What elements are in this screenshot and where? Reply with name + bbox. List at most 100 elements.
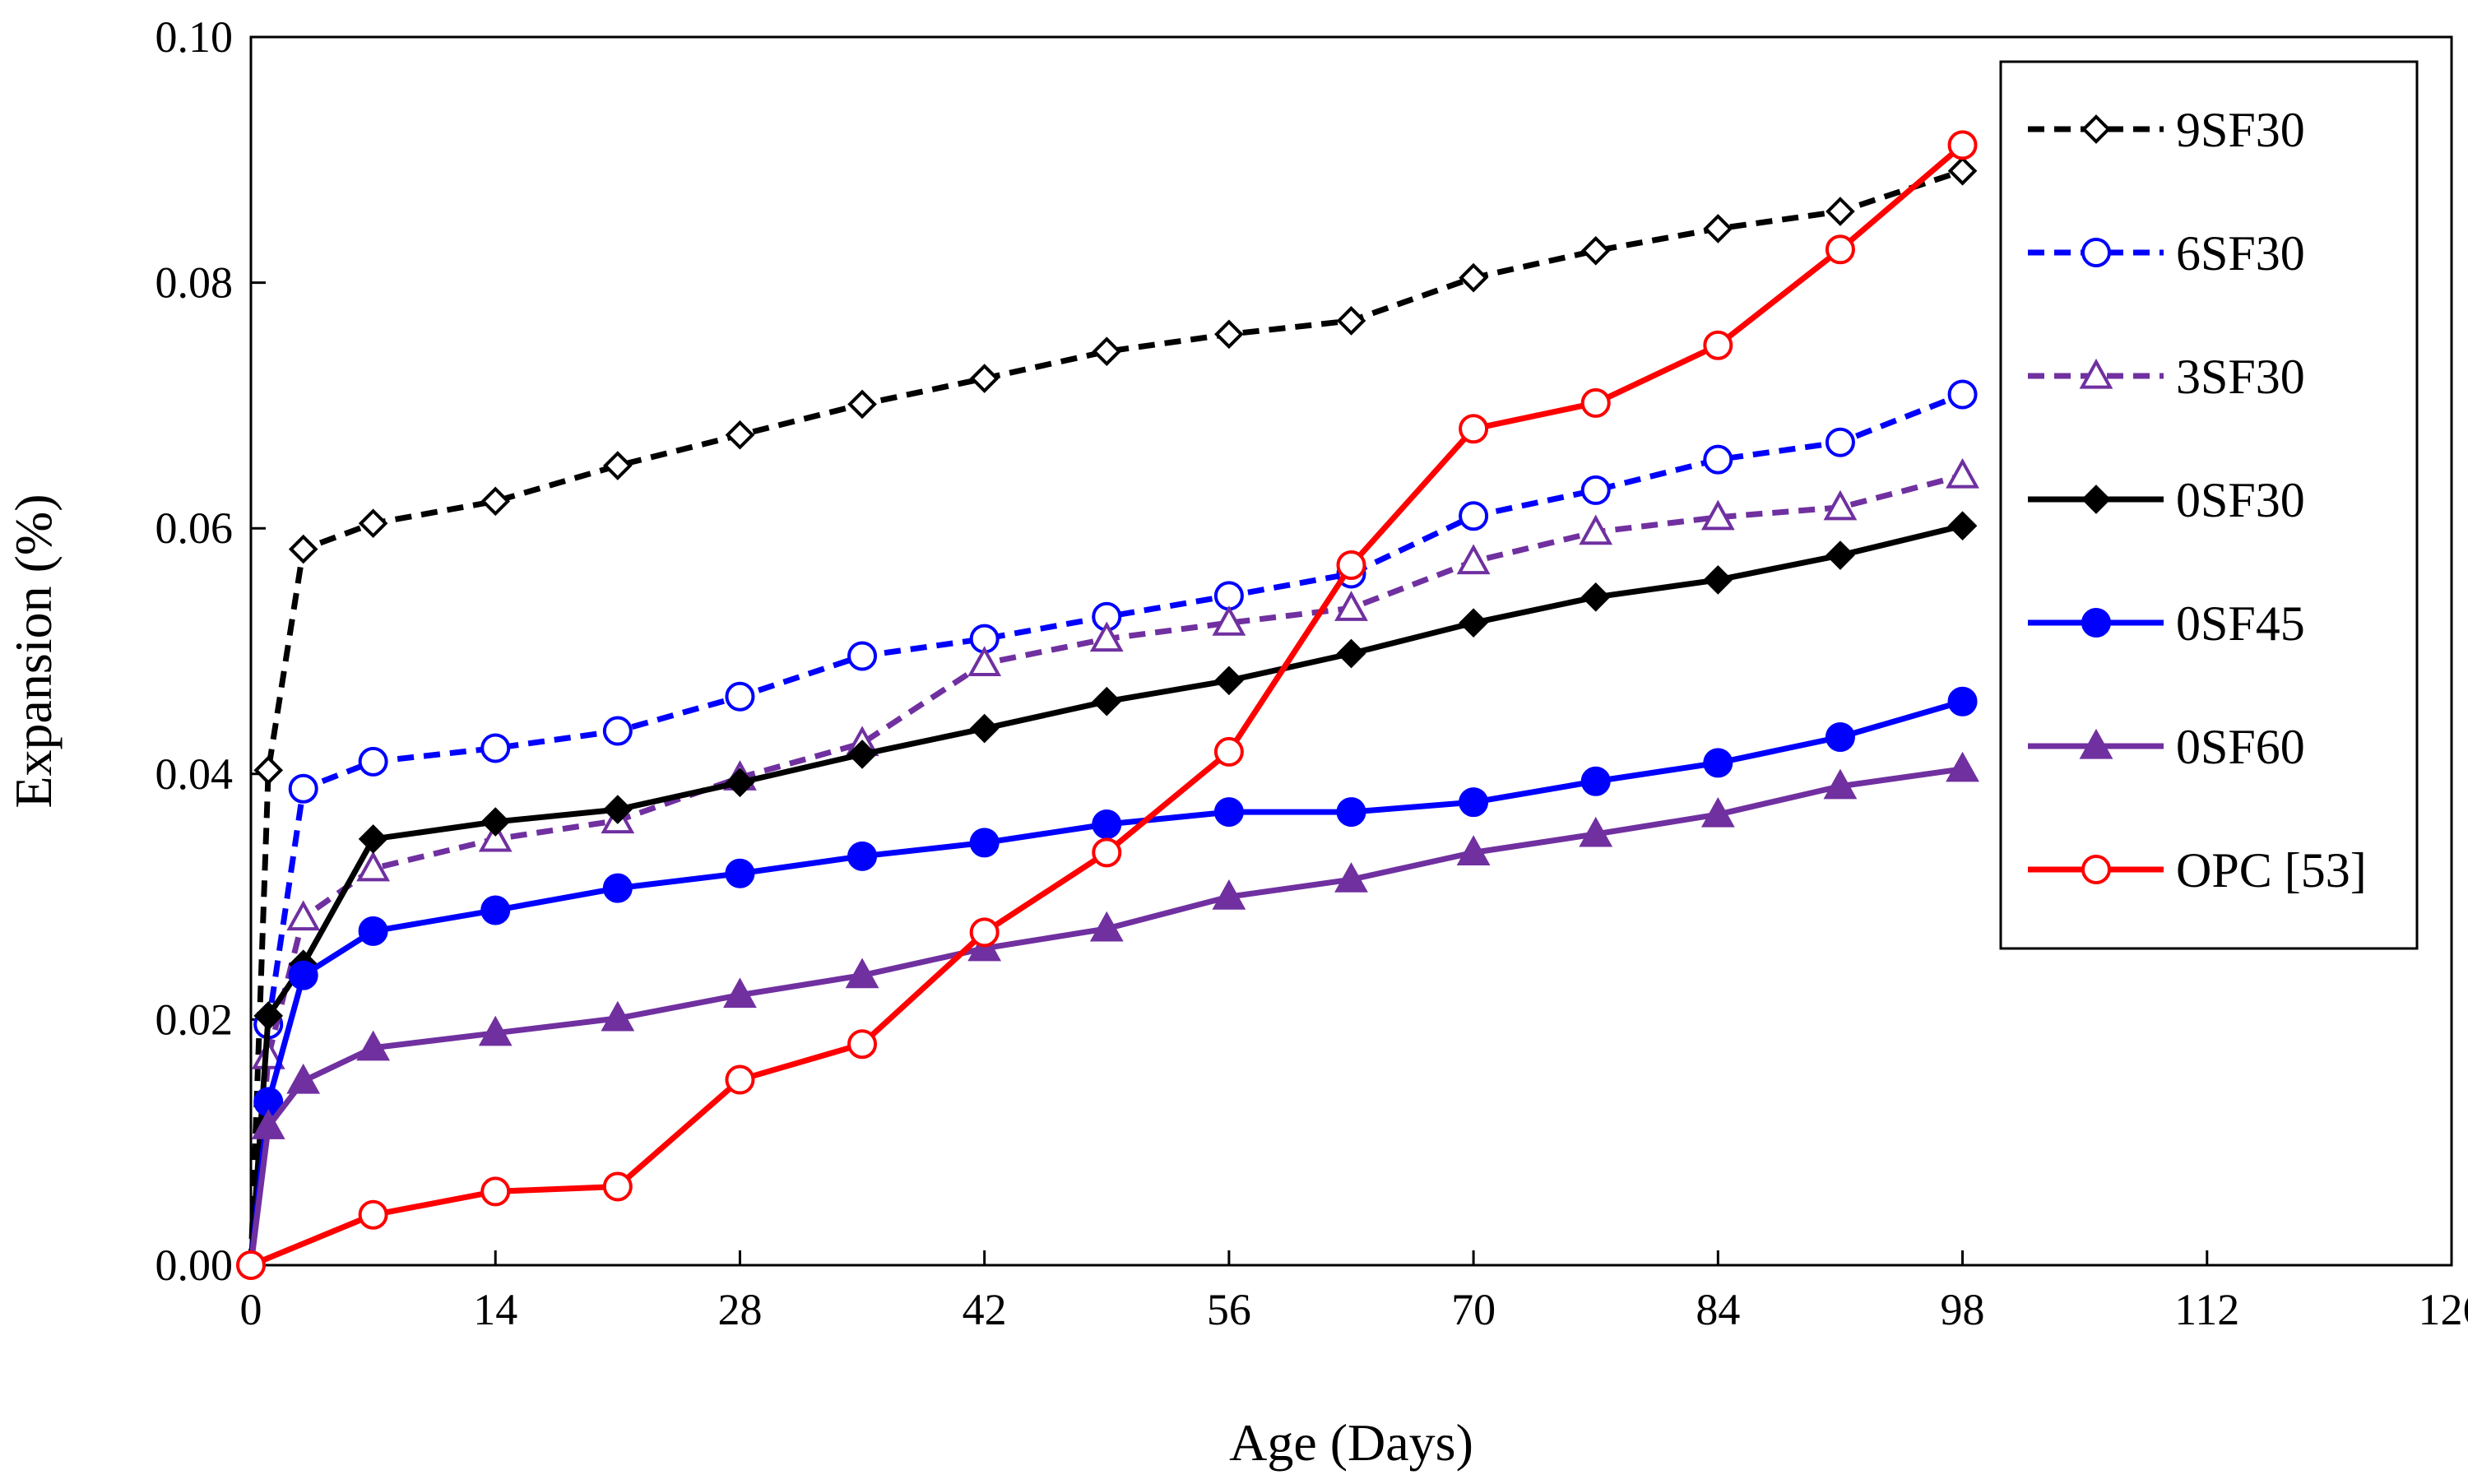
legend-swatch-marker xyxy=(2079,728,2113,759)
x-tick-label: 56 xyxy=(1207,1285,1251,1334)
y-tick-label: 0.04 xyxy=(155,749,234,799)
data-point-0sf60 xyxy=(723,977,757,1009)
data-point-0sf45 xyxy=(602,873,633,903)
data-point-9sf30 xyxy=(969,364,1000,393)
data-point-0sf60 xyxy=(1089,911,1124,942)
data-point-0sf45 xyxy=(847,841,878,871)
data-point-0sf60 xyxy=(1334,862,1368,893)
data-point-0sf30 xyxy=(1703,565,1733,595)
legend-item-9sf30: 9SF30 xyxy=(2028,103,2305,157)
legend-swatch-marker xyxy=(2081,485,2111,514)
legend-item-0sf30: 0SF30 xyxy=(2028,473,2305,527)
data-point-9sf30 xyxy=(1459,262,1488,293)
x-tick-label: 28 xyxy=(717,1285,762,1334)
data-point-0sf60 xyxy=(1823,768,1858,800)
data-point-0sf30 xyxy=(1947,511,1978,541)
series-0sf45 xyxy=(248,686,1978,1266)
data-point-9sf30 xyxy=(1947,155,1978,186)
data-point-9sf30 xyxy=(1825,197,1855,226)
data-point-6sf30 xyxy=(1947,379,1978,410)
x-tick-label: 42 xyxy=(963,1285,1007,1334)
legend-item-opc-53: OPC [53] xyxy=(2028,843,2367,897)
data-point-opc-53 xyxy=(1825,234,1855,265)
data-point-0sf30 xyxy=(1214,665,1244,696)
data-point-0sf30 xyxy=(1336,638,1366,669)
x-tick-label: 14 xyxy=(473,1285,517,1334)
data-point-0sf60 xyxy=(1212,879,1246,910)
data-point-opc-53 xyxy=(1213,736,1244,767)
data-point-0sf45 xyxy=(1092,809,1122,840)
series-layer xyxy=(236,130,1979,1280)
legend-label: 9SF30 xyxy=(2176,103,2305,157)
data-point-0sf45 xyxy=(1825,722,1855,753)
data-point-opc-53 xyxy=(847,1029,878,1060)
data-point-0sf60 xyxy=(845,958,879,989)
data-point-0sf45 xyxy=(1213,797,1244,828)
data-point-0sf30 xyxy=(969,713,1000,744)
data-point-9sf30 xyxy=(288,534,318,564)
data-point-6sf30 xyxy=(1825,427,1855,457)
series-line-3sf30 xyxy=(248,472,1964,1266)
data-point-0sf45 xyxy=(725,858,755,888)
y-tick-label: 0.02 xyxy=(155,995,234,1044)
data-point-0sf30 xyxy=(1580,582,1611,612)
data-point-opc-53 xyxy=(1459,414,1489,444)
legend-item-6sf30: 6SF30 xyxy=(2028,226,2305,281)
legend-label: 6SF30 xyxy=(2176,226,2305,281)
legend-swatch-marker xyxy=(2081,114,2111,144)
data-point-6sf30 xyxy=(358,746,388,777)
series-line-0sf45 xyxy=(248,698,1964,1266)
data-point-opc-53 xyxy=(236,1250,266,1280)
data-point-6sf30 xyxy=(480,733,511,763)
data-point-0sf45 xyxy=(1947,686,1978,716)
series-0sf30 xyxy=(248,511,1978,1266)
legend-item-0sf45: 0SF45 xyxy=(2028,596,2305,651)
legend-label: 0SF60 xyxy=(2176,720,2305,774)
legend-box xyxy=(1999,60,2419,950)
data-point-9sf30 xyxy=(847,389,877,420)
data-point-opc-53 xyxy=(1336,550,1366,580)
x-tick-label: 0 xyxy=(240,1285,262,1334)
data-point-0sf60 xyxy=(1700,796,1735,828)
y-tick-label: 0.06 xyxy=(155,503,234,553)
data-point-6sf30 xyxy=(1703,444,1733,475)
data-point-0sf45 xyxy=(480,895,511,925)
data-point-6sf30 xyxy=(847,641,878,671)
legend-label: OPC [53] xyxy=(2176,843,2367,897)
data-point-0sf30 xyxy=(847,740,877,769)
data-point-9sf30 xyxy=(480,486,511,517)
data-point-0sf45 xyxy=(1336,797,1366,828)
data-point-opc-53 xyxy=(358,1199,388,1230)
data-point-0sf30 xyxy=(725,768,755,798)
x-tick-label: 84 xyxy=(1696,1285,1740,1334)
data-point-opc-53 xyxy=(725,1064,755,1095)
data-point-6sf30 xyxy=(602,716,633,746)
data-point-opc-53 xyxy=(1092,837,1122,868)
legend-label: 0SF30 xyxy=(2176,473,2305,527)
data-point-3sf30 xyxy=(1579,514,1613,545)
axes: 0 14 28 42 56 70 84 98 112 126 0.00 0.02 0.04 0.06 0.0… xyxy=(155,12,2468,1334)
legend-item-0sf60: 0SF60 xyxy=(2028,720,2305,774)
data-point-opc-53 xyxy=(480,1176,511,1207)
x-tick-label: 98 xyxy=(1941,1285,1985,1334)
x-tick-label: 126 xyxy=(2419,1285,2468,1334)
data-point-3sf30 xyxy=(1212,605,1246,636)
data-point-0sf60 xyxy=(1946,751,1979,782)
data-point-3sf30 xyxy=(1700,499,1735,531)
data-point-0sf45 xyxy=(358,916,388,946)
y-tick-label: 0.00 xyxy=(155,1241,234,1290)
data-point-9sf30 xyxy=(725,420,755,450)
data-point-3sf30 xyxy=(286,900,321,931)
data-point-3sf30 xyxy=(356,851,391,882)
legend-swatch-marker xyxy=(2081,608,2111,638)
data-point-0sf45 xyxy=(969,828,1000,858)
legend-label: 3SF30 xyxy=(2176,350,2305,404)
legend-label: 0SF45 xyxy=(2176,596,2305,651)
data-point-0sf30 xyxy=(480,807,511,837)
y-axis-title: Expansion (%) xyxy=(4,494,63,808)
data-point-3sf30 xyxy=(1089,621,1124,652)
y-tick-label: 0.10 xyxy=(155,12,234,62)
data-point-0sf30 xyxy=(1825,540,1855,570)
data-point-opc-53 xyxy=(602,1171,633,1202)
x-tick-label: 112 xyxy=(2174,1285,2239,1334)
